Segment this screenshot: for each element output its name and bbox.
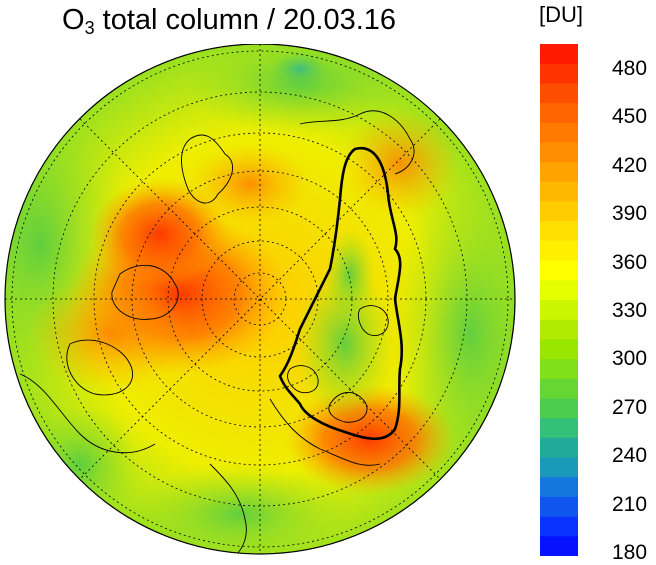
colorbar-segment bbox=[540, 437, 578, 459]
novaya-zemlya-coast bbox=[357, 305, 389, 337]
vortex-low-ozone bbox=[295, 264, 395, 424]
colorbar-segment bbox=[540, 300, 578, 321]
north-america-coast bbox=[19, 373, 156, 454]
colorbar-unit-label: [DU] bbox=[539, 2, 583, 27]
low-ozone-region-south bbox=[130, 464, 350, 554]
colorbar-tick-label: 450 bbox=[612, 105, 648, 129]
colorbar-segment bbox=[540, 142, 578, 163]
colorbar-segment bbox=[540, 260, 578, 281]
high-ozone-region-arctic bbox=[90, 179, 230, 289]
colorbar bbox=[540, 44, 578, 556]
colorbar-tick-label: 480 bbox=[612, 57, 648, 80]
vortex-low-ozone-north bbox=[325, 229, 375, 319]
map-border bbox=[4, 44, 516, 555]
colorbar-tick-label: 330 bbox=[612, 299, 648, 322]
hudson-bay-coast bbox=[66, 339, 133, 396]
colorbar-segment bbox=[540, 496, 578, 518]
colorbar-segment bbox=[540, 221, 578, 242]
meridians bbox=[5, 44, 515, 554]
colorbar-tick-label: 360 bbox=[612, 250, 648, 274]
colorbar-tick-label: 390 bbox=[612, 202, 648, 226]
arctic-archipelago-coast bbox=[111, 264, 179, 320]
siberia-inland-lake bbox=[287, 365, 319, 394]
latitude-circle-20 bbox=[11, 50, 509, 548]
colorbar-segment bbox=[540, 359, 578, 380]
colorbar-segment bbox=[540, 240, 578, 262]
alaska-coast bbox=[269, 398, 381, 466]
colorbar-tick-label: 300 bbox=[612, 347, 648, 371]
colorbar-tick-label: 180 bbox=[612, 541, 648, 564]
colorbar-segment bbox=[540, 162, 578, 183]
colorbar-segment bbox=[540, 280, 578, 301]
east-siberia-coast bbox=[328, 392, 368, 423]
colorbar-tick-label: 240 bbox=[612, 444, 648, 468]
colorbar-segment bbox=[540, 418, 578, 439]
chart-title: O3 total column / 20.03.16 bbox=[62, 4, 397, 38]
colorbar-segment bbox=[540, 44, 578, 65]
colorbar-segment bbox=[540, 339, 578, 360]
colorbar-segment bbox=[540, 63, 578, 84]
low-ozone-region-southwest bbox=[20, 404, 140, 524]
polar-vortex-edge bbox=[278, 146, 404, 441]
colorbar-segment bbox=[540, 536, 578, 556]
colorbar-segment bbox=[540, 201, 578, 222]
colorbar-tick-label: 210 bbox=[612, 492, 648, 516]
colorbar-segment bbox=[540, 83, 578, 104]
colorbar-segment bbox=[540, 103, 578, 124]
colorbar-segment bbox=[540, 457, 578, 478]
colorbar-tick-label: 270 bbox=[612, 395, 648, 419]
warm-ozone-region-north bbox=[190, 144, 310, 224]
coastlines bbox=[19, 110, 415, 554]
warm-ozone-region-west bbox=[30, 274, 190, 394]
colorbar-segment bbox=[540, 122, 578, 144]
colorbar-segment bbox=[540, 319, 578, 340]
colorbar-segment bbox=[540, 477, 578, 498]
colorbar-segment bbox=[540, 398, 578, 419]
pacific-coast bbox=[209, 463, 247, 554]
colorbar-tick-label: 420 bbox=[612, 153, 648, 177]
colorbar-segment bbox=[540, 378, 578, 400]
lowest-ozone-spot bbox=[270, 51, 330, 87]
scandinavia-coast bbox=[299, 110, 415, 175]
colorbar-segment bbox=[540, 181, 578, 203]
greenland-coast bbox=[181, 134, 233, 204]
colorbar-segment bbox=[540, 516, 578, 537]
warm-ozone-region-northeast bbox=[340, 109, 460, 219]
ozone-polar-map bbox=[4, 44, 516, 555]
